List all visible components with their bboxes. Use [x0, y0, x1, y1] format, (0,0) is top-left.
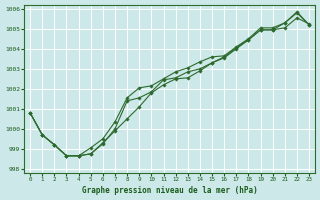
X-axis label: Graphe pression niveau de la mer (hPa): Graphe pression niveau de la mer (hPa) [82, 186, 258, 195]
